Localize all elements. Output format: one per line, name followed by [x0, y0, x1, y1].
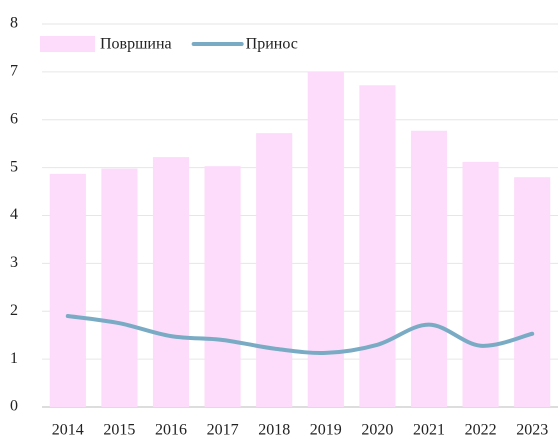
y-tick-label: 3 [10, 254, 18, 271]
x-tick-label: 2020 [361, 422, 393, 439]
bar [49, 173, 86, 407]
x-tick-label: 2021 [413, 422, 445, 439]
y-tick-label: 6 [10, 110, 18, 127]
y-tick-label: 4 [10, 206, 18, 223]
bar [101, 168, 138, 407]
bar [152, 157, 190, 407]
x-tick-label: 2014 [52, 422, 84, 439]
bar [410, 130, 448, 408]
bar [204, 166, 241, 407]
x-tick-label: 2022 [465, 422, 497, 439]
y-tick-label: 0 [10, 398, 18, 415]
bar [256, 133, 293, 407]
y-tick-label: 8 [10, 15, 18, 32]
x-tick-label: 2018 [258, 422, 290, 439]
x-tick-label: 2015 [103, 422, 135, 439]
legend-swatch [40, 36, 95, 52]
legend-label: Површина [100, 36, 172, 53]
y-tick-label: 2 [10, 302, 18, 319]
y-tick-label: 7 [10, 63, 18, 80]
bar [307, 71, 344, 407]
line [65, 314, 535, 355]
bar [462, 161, 499, 407]
x-tick-label: 2017 [207, 422, 239, 439]
bar [514, 177, 551, 407]
y-tick-label: 1 [10, 350, 18, 367]
legend-label: Принос [246, 36, 298, 53]
y-tick-label: 5 [10, 158, 18, 175]
x-tick-label: 2019 [310, 422, 342, 439]
x-tick-label: 2023 [516, 422, 548, 439]
x-tick-label: 2016 [155, 422, 187, 439]
bar [359, 85, 396, 407]
